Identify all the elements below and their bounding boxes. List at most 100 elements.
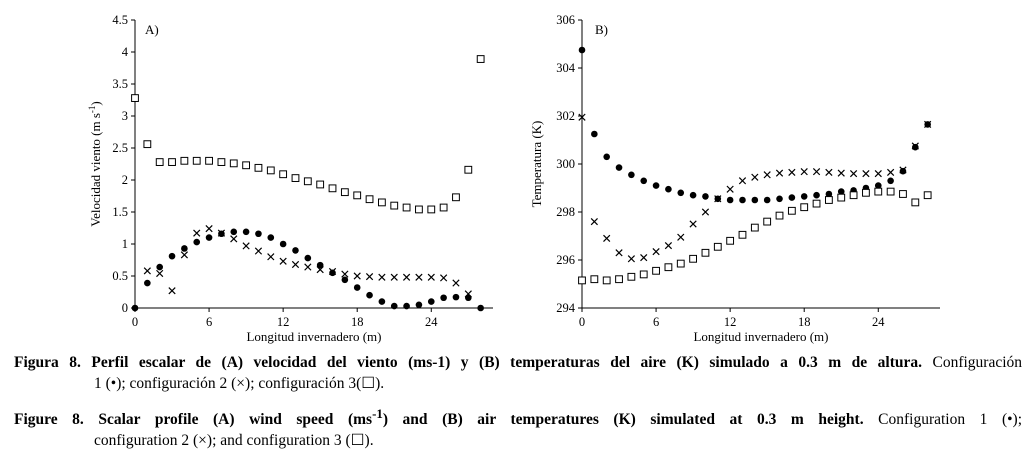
data-point-dot — [329, 269, 336, 277]
data-point-dot — [615, 164, 623, 171]
x-axis-label: Longitud invernadero (m) — [693, 329, 828, 344]
data-point-square — [427, 205, 436, 214]
data-point-cross — [899, 166, 907, 174]
data-point-square — [377, 198, 386, 207]
panel-label: A) — [145, 22, 159, 37]
x-tick-label: 12 — [277, 315, 290, 329]
caption-es-label: Figura 8. — [14, 354, 81, 371]
data-point-dot — [640, 177, 648, 185]
data-point-square — [242, 161, 251, 170]
data-point-square — [886, 187, 895, 196]
data-point-dot — [578, 46, 586, 54]
y-tick-label: 4.5 — [112, 13, 128, 27]
data-point-dot — [800, 193, 808, 200]
x-tick-label: 18 — [351, 315, 364, 329]
data-point-dot — [193, 238, 201, 246]
data-point-square — [143, 140, 152, 149]
data-point-square — [664, 263, 673, 272]
data-point-cross — [664, 241, 673, 250]
data-point-dot — [912, 143, 919, 151]
x-tick-label: 12 — [724, 315, 737, 329]
caption-es-legend: 1 (•); configuración 2 (×); configuració… — [94, 375, 385, 392]
data-point-dot — [403, 302, 410, 310]
data-point-cross — [775, 169, 784, 177]
x-tick-label: 6 — [653, 315, 659, 329]
data-point-cross — [837, 169, 845, 177]
data-point-square — [837, 193, 846, 202]
data-point-dot — [378, 298, 386, 305]
data-point-dot — [776, 195, 783, 203]
data-point-dot — [665, 185, 672, 193]
data-point-square — [639, 270, 648, 279]
data-point-dot — [181, 245, 188, 252]
data-point-square — [155, 158, 164, 166]
data-point-dot — [440, 294, 447, 302]
data-point-dot — [452, 293, 460, 301]
data-point-dot — [242, 228, 250, 236]
x-tick-label: 6 — [206, 315, 212, 329]
data-point-cross — [677, 233, 685, 241]
data-point-square — [849, 191, 858, 200]
data-point-dot — [874, 182, 882, 189]
data-point-square — [279, 170, 288, 179]
data-point-cross — [825, 168, 833, 177]
data-point-cross — [217, 229, 226, 237]
data-point-square — [787, 206, 796, 215]
y-tick-label: 1.5 — [112, 205, 128, 219]
data-point-dot — [131, 304, 139, 312]
caption-es-title: Perfil escalar de (A) velocidad del vien… — [91, 354, 922, 371]
data-point-cross — [924, 120, 932, 129]
caption-en-config-intro: Configuration 1 (•); — [878, 411, 1023, 429]
data-point-cross — [590, 217, 598, 226]
y-tick-label: 298 — [556, 205, 575, 219]
data-point-cross — [279, 257, 287, 265]
y-tick-label: 3.5 — [112, 77, 128, 91]
x-tick-label: 24 — [872, 315, 885, 329]
data-point-dot — [702, 193, 709, 200]
data-point-cross — [304, 263, 312, 271]
data-point-dot — [292, 247, 299, 254]
data-point-cross — [254, 247, 263, 255]
data-point-cross — [615, 249, 623, 257]
data-point-cross — [168, 287, 176, 295]
data-point-square — [689, 254, 698, 263]
caption-spanish: Figura 8. Perfil escalar de (A) velocida… — [14, 352, 1022, 394]
data-point-square — [701, 248, 710, 257]
data-point-square — [627, 272, 636, 281]
data-point-square — [266, 166, 275, 175]
data-point-square — [353, 191, 362, 200]
x-tick-label: 0 — [579, 315, 585, 329]
y-tick-label: 3 — [122, 109, 128, 123]
data-point-dot — [899, 167, 907, 175]
y-axis-label: Temperatura (K) — [529, 121, 544, 208]
data-point-cross — [143, 267, 151, 275]
data-point-square — [713, 242, 722, 251]
y-tick-label: 302 — [556, 109, 575, 123]
data-point-cross — [652, 247, 660, 256]
data-point-square — [824, 196, 833, 204]
y-tick-label: 294 — [556, 301, 576, 315]
data-point-cross — [205, 225, 213, 233]
data-point-square — [899, 190, 907, 198]
data-point-dot — [427, 298, 435, 305]
data-point-cross — [578, 113, 586, 121]
x-tick-label: 18 — [798, 315, 811, 329]
data-point-cross — [464, 290, 472, 298]
data-point-square — [615, 275, 623, 284]
data-point-cross — [328, 267, 337, 276]
data-point-cross — [726, 185, 734, 193]
series-2 — [578, 113, 932, 263]
data-point-cross — [862, 169, 870, 178]
data-point-cross — [701, 208, 710, 216]
caption-en-title-a: Scalar profile (A) wind speed (ms — [98, 411, 373, 429]
data-point-dot — [739, 196, 746, 204]
data-point-square — [738, 230, 747, 239]
data-point-cross — [193, 229, 201, 237]
data-point-cross — [812, 168, 821, 176]
series-2 — [143, 225, 472, 298]
data-point-square — [402, 203, 411, 212]
data-point-dot — [689, 191, 697, 199]
data-point-cross — [763, 171, 771, 179]
x-axis-label: Longitud invernadero (m) — [246, 329, 381, 344]
data-point-square — [131, 94, 139, 102]
